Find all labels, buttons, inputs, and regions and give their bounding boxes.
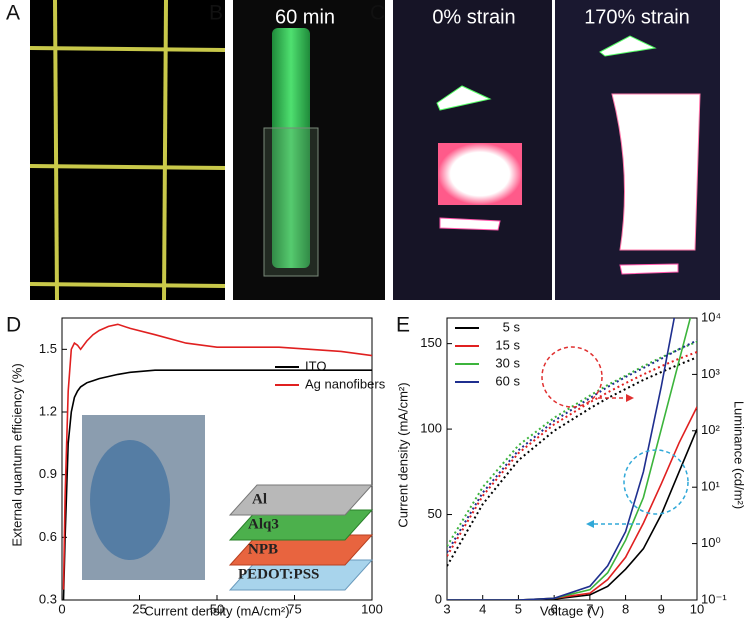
x-axis-title: Current density (mA/cm²) [144, 603, 289, 618]
legend-label: ITO [305, 358, 326, 373]
legend-label: Ag nanofibers [305, 376, 386, 391]
layer-label: PEDOT:PSS [238, 566, 319, 582]
y2-tick-label: 10⁰ [701, 535, 721, 550]
x-tick-label: 6 [551, 601, 558, 616]
plot-lines [447, 318, 697, 600]
y2-tick-label: 10³ [701, 366, 720, 381]
y2-tick-label: 10² [701, 422, 720, 437]
x-tick-label: 10 [690, 601, 704, 616]
photo-caption: 60 min [275, 6, 335, 28]
luminance-line [447, 339, 697, 553]
y-tick-label: 150 [420, 335, 442, 350]
legend-label: 15 s [495, 337, 520, 352]
panel-label: C [370, 2, 385, 25]
panel-label: B [209, 2, 223, 25]
data-line [447, 406, 697, 600]
photo-b [233, 0, 385, 300]
x-tick-label: 50 [210, 601, 224, 616]
y-tick-label: 50 [428, 506, 442, 521]
y2-axis-title: Luminance (cd/m²) [732, 401, 747, 509]
y-tick-label: 0.9 [39, 466, 57, 481]
y2-tick-label: 10⁴ [701, 309, 721, 324]
data-line [447, 318, 676, 600]
panel-label: E [396, 314, 410, 337]
y-tick-label: 0 [435, 591, 442, 606]
legend-label: 5 s [503, 319, 521, 334]
x-tick-label: 8 [622, 601, 629, 616]
x-tick-label: 25 [132, 601, 146, 616]
luminance-line [447, 340, 697, 547]
x-tick-label: 100 [361, 601, 383, 616]
data-line [62, 369, 372, 600]
x-tick-label: 3 [443, 601, 450, 616]
panel-label: A [6, 2, 20, 25]
legend-label: 60 s [495, 373, 520, 388]
data-line [447, 428, 697, 600]
legend-label: 30 s [495, 355, 520, 370]
y-axis-title: Current density (mA/cm²) [395, 382, 410, 527]
photo-caption: 170% strain [584, 6, 690, 28]
x-tick-label: 0 [58, 601, 65, 616]
x-tick-label: 9 [658, 601, 665, 616]
layer-label: Al [252, 491, 267, 507]
x-axis-title: Voltage (V) [540, 603, 604, 618]
y-tick-label: 0.3 [39, 591, 57, 606]
x-tick-label: 4 [479, 601, 486, 616]
photo-c [393, 0, 720, 300]
x-tick-label: 5 [515, 601, 522, 616]
luminance-line [447, 356, 697, 567]
plot-frame [446, 317, 698, 601]
luminance-line [447, 351, 697, 557]
layer-label: Alq3 [248, 516, 279, 532]
chart: 0 25 50 75 100 0.3 0.6 0.9 1.2 1.5 ITO Ag nanofiber… [39, 317, 386, 616]
annotation [541, 346, 689, 528]
y-tick-label: 0.6 [39, 529, 57, 544]
y-tick-label: 1.5 [39, 341, 57, 356]
x-tick-label: 75 [287, 601, 301, 616]
data-line [447, 318, 692, 600]
data-line [62, 323, 372, 590]
plot-lines [62, 323, 372, 600]
photo-caption: 0% strain [432, 6, 515, 28]
y-axis-title: External quantum efficiency (%) [9, 363, 24, 546]
photo-a [29, 0, 226, 301]
x-tick-label: 7 [586, 601, 593, 616]
panel-label: D [6, 314, 21, 337]
y-tick-label: 1.2 [39, 403, 57, 418]
inset [82, 415, 374, 591]
y-tick-label: 100 [420, 421, 442, 436]
layer-label: NPB [248, 541, 278, 557]
y2-tick-label: 10⁻¹ [701, 591, 727, 606]
y2-tick-label: 10¹ [701, 479, 720, 494]
